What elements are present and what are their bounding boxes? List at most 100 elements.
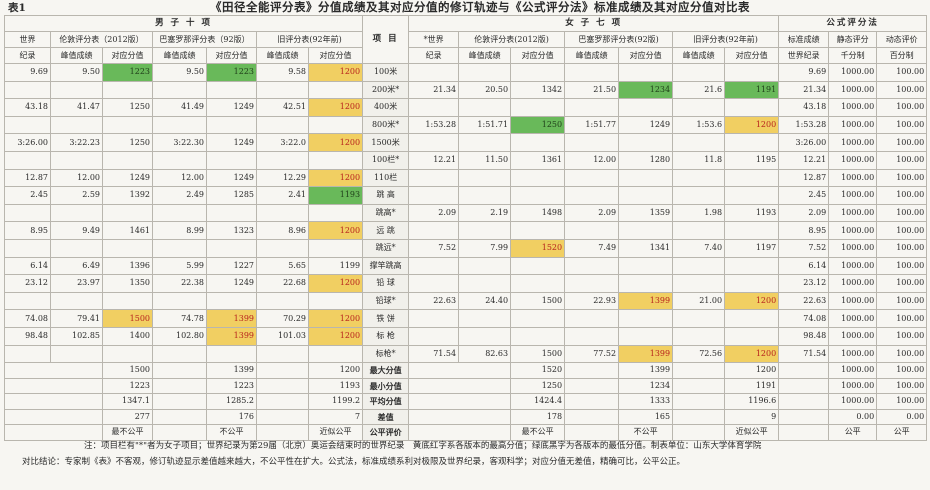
men-cell: 9.50 (152, 63, 207, 82)
men-cell (307, 238, 364, 258)
table-body: 9.69 9.50 1223 9.50 1223 9.58 1200 100米 9.69 1000… (4, 63, 928, 441)
men-cell: 1193 (307, 186, 364, 205)
men-sub-header: 对应分值 (307, 47, 364, 64)
women-cell: 72.56 (672, 344, 726, 364)
formula-cell: 1000.00 (828, 309, 878, 328)
men-cell (102, 115, 153, 135)
formula-summary-cell: 1000.00 (828, 362, 878, 379)
women-cell (618, 168, 674, 188)
formula-summary-cell: 1000.00 (828, 393, 878, 410)
men-cell: 1249 (206, 133, 257, 152)
formula-cell: 100.00 (876, 326, 928, 346)
women-summary-cell: 178 (510, 408, 566, 426)
item-cell: 撑竿跳高 (362, 256, 410, 276)
women-cell (408, 326, 460, 346)
women-cell (724, 221, 780, 240)
men-cell: 101.03 (256, 326, 309, 346)
women-cell (564, 168, 620, 188)
women-sub-header: 对应分值 (724, 47, 780, 64)
table-row: 43.18 41.47 1250 41.49 1249 42.51 1200 400米 43.1… (4, 98, 928, 117)
summary-row: 最不公平 不公平 近似公平 公平评价 最不公平 不公平 近似公平 公平 公平 (4, 424, 928, 441)
formula-cell: 100.00 (876, 115, 928, 135)
women-cell: 1:53.28 (408, 115, 460, 135)
item-cell: 跳远* (362, 238, 410, 258)
men-cell: 74.08 (4, 309, 51, 328)
table-notes: 注：项目栏有"*"者为女子项目；世界纪录为第29届（北京）奥运会结束时的世界纪录… (4, 438, 926, 470)
women-sub-header: 纪录 (408, 47, 460, 64)
women-cell (458, 133, 512, 152)
men-cell (206, 115, 257, 135)
formula-col-header: 动态评价 (876, 31, 928, 48)
men-cell: 1200 (307, 63, 364, 82)
table-head: 男 子 十 项 项 目 女 子 七 项 公式评分法 世界 伦敦评分表（2012版… (3, 15, 928, 64)
women-cell (618, 309, 674, 328)
women-cell: 2.09 (564, 203, 620, 223)
men-cell: 8.95 (4, 221, 51, 240)
men-cell: 70.29 (256, 309, 309, 328)
women-cell: 1200 (724, 291, 780, 311)
women-cell (510, 326, 566, 346)
women-cell: 12.00 (564, 150, 620, 170)
formula-cell: 1:53.28 (778, 115, 830, 135)
summary-item-cell: 平均分值 (362, 393, 410, 410)
men-cell (102, 238, 153, 258)
women-summary-cell: 1333 (618, 393, 674, 410)
formula-cell: 100.00 (876, 133, 928, 152)
table-page: 表1 《田径全能评分表》分值成绩及其对应分值的修订轨迹与《公式评分法》标准成绩及… (3, 0, 928, 490)
women-cell: 82.63 (458, 344, 512, 364)
conclusion-line: 对比结论：专家制《表》不客观，修订轨迹显示差值越来越大，不公平性在扩大。公式法，… (22, 457, 686, 467)
men-summary-cell: 1500 (102, 362, 153, 379)
women-summary-cell-blank (564, 377, 620, 395)
men-sub-header: 峰值成绩 (152, 47, 207, 64)
men-cell: 23.97 (50, 274, 103, 293)
women-summary-cell: 1234 (618, 377, 674, 395)
men-summary-cell-blank (4, 362, 103, 379)
men-cell: 1249 (206, 274, 257, 293)
women-cell (724, 186, 780, 205)
formula-cell: 1000.00 (828, 115, 878, 135)
men-summary-cell: 1347.1 (102, 393, 153, 410)
women-cell: 1191 (724, 80, 780, 100)
men-cell (102, 150, 153, 170)
formula-cell: 100.00 (876, 186, 928, 205)
men-sub-header: 峰值成绩 (50, 47, 103, 64)
men-sub-header: 峰值成绩 (256, 47, 309, 64)
formula-cell: 100.00 (876, 80, 928, 100)
women-cell: 1:51.71 (458, 115, 512, 135)
men-cell: 1200 (307, 309, 364, 328)
men-cell (206, 80, 257, 100)
men-cell (206, 203, 257, 223)
formula-cell: 100.00 (876, 344, 928, 364)
women-cell: 2.19 (458, 203, 512, 223)
formula-cell: 98.48 (778, 326, 830, 346)
women-cell (408, 98, 460, 117)
women-sub-header: 峰值成绩 (564, 47, 620, 64)
formula-summary-blank (778, 393, 830, 410)
women-cell: 7.40 (672, 238, 726, 258)
formula-cell: 1000.00 (828, 98, 878, 117)
table-row: 跳高* 2.09 2.19 1498 2.09 1359 1.98 1193 2.09 1000.… (4, 203, 928, 223)
men-cell: 12.00 (50, 168, 103, 188)
table-row: 800米* 1:53.28 1:51.71 1250 1:51.77 1249 1:53.6… (4, 115, 928, 135)
column-header-row: 世界 伦敦评分表（2012版） 巴塞罗那评分表（92版） 旧评分表(92年前) … (4, 31, 928, 48)
formula-cell: 100.00 (876, 274, 928, 293)
comparison-table-wrap: 男 子 十 项 项 目 女 子 七 项 公式评分法 世界 伦敦评分表（2012版… (3, 15, 928, 441)
formula-sub-header: 千分制 (828, 47, 878, 64)
formula-cell: 3:26.00 (778, 133, 830, 152)
men-cell: 8.96 (256, 221, 309, 240)
men-cell: 1399 (206, 326, 257, 346)
men-cell: 41.49 (152, 98, 207, 117)
formula-cell: 100.00 (876, 256, 928, 276)
formula-cell: 1000.00 (828, 291, 878, 311)
men-cell: 42.51 (256, 98, 309, 117)
formula-cell: 1000.00 (828, 238, 878, 258)
women-summary-cell-blank (564, 362, 620, 379)
women-cell: 22.63 (408, 291, 460, 311)
formula-cell: 1000.00 (828, 256, 878, 276)
table-row: 100栏* 12.21 11.50 1361 12.00 1280 11.8 1195 12.2… (4, 150, 928, 170)
item-cell: 标枪* (362, 344, 410, 364)
women-summary-cell: 1424.4 (510, 393, 566, 410)
women-cell (510, 221, 566, 240)
item-cell: 400米 (362, 98, 410, 117)
men-sub-header: 纪录 (4, 47, 51, 64)
